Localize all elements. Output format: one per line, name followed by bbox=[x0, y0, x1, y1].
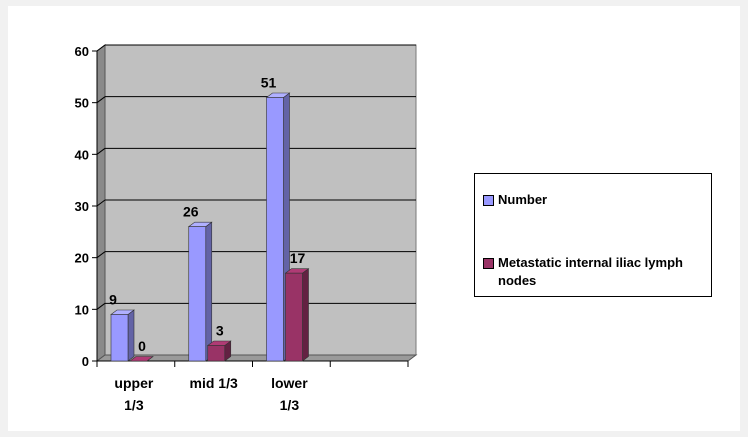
bar-top-metastatic bbox=[129, 356, 154, 362]
legend-label-metastatic: Metastatic internal iliac lymph nodes bbox=[498, 255, 683, 288]
bar-side-number bbox=[127, 309, 135, 362]
bar-metastatic bbox=[207, 345, 226, 362]
data-label-number: 26 bbox=[183, 204, 199, 220]
y-tick-label: 0 bbox=[82, 354, 89, 369]
legend-item-number: Number bbox=[483, 191, 718, 209]
x-category-label: 1/3 bbox=[124, 397, 144, 413]
legend-swatch-metastatic bbox=[483, 258, 494, 269]
bar-side-metastatic bbox=[302, 268, 309, 362]
y-tick-label: 50 bbox=[75, 96, 89, 111]
x-category-label: 1/3 bbox=[280, 397, 300, 413]
bar-number bbox=[266, 97, 284, 362]
legend-label-number: Number bbox=[498, 192, 548, 207]
x-category-label: upper bbox=[114, 375, 153, 391]
gridline-side bbox=[96, 302, 106, 310]
gridline-side bbox=[96, 147, 106, 155]
y-tick-label: 40 bbox=[75, 147, 89, 162]
legend-swatch-number bbox=[483, 195, 494, 206]
x-category-label: mid 1/3 bbox=[190, 375, 238, 391]
bar-number bbox=[188, 226, 207, 362]
bar-metastatic bbox=[285, 272, 303, 362]
x-category-label: lower bbox=[271, 375, 308, 391]
data-label-number: 9 bbox=[109, 292, 117, 308]
data-label-number: 51 bbox=[261, 75, 277, 91]
gridline-side bbox=[96, 96, 106, 104]
gridline-side bbox=[96, 199, 106, 207]
gridline-side bbox=[96, 44, 106, 52]
legend: Number Metastatic internal iliac lymph n… bbox=[474, 173, 712, 297]
bar-number bbox=[110, 314, 129, 362]
data-label-metastatic: 3 bbox=[216, 323, 224, 339]
chart-card: 0 10 20 30 40 50 60 9 0 upper 1/3 26 3 mid 1/3 51 17 low… bbox=[8, 6, 740, 431]
y-tick-label: 20 bbox=[75, 251, 89, 266]
y-tick-label: 10 bbox=[75, 302, 89, 317]
y-tick-label: 30 bbox=[75, 199, 89, 214]
data-label-metastatic: 17 bbox=[290, 250, 306, 266]
y-tick-label: 60 bbox=[75, 44, 89, 59]
gridline-side bbox=[96, 251, 106, 259]
legend-item-metastatic: Metastatic internal iliac lymph nodes bbox=[483, 254, 718, 290]
bar-chart: 0 10 20 30 40 50 60 9 0 upper 1/3 26 3 mid 1/3 51 17 low… bbox=[75, 44, 418, 413]
data-label-metastatic: 0 bbox=[138, 338, 146, 354]
bar-side-number bbox=[205, 221, 213, 362]
